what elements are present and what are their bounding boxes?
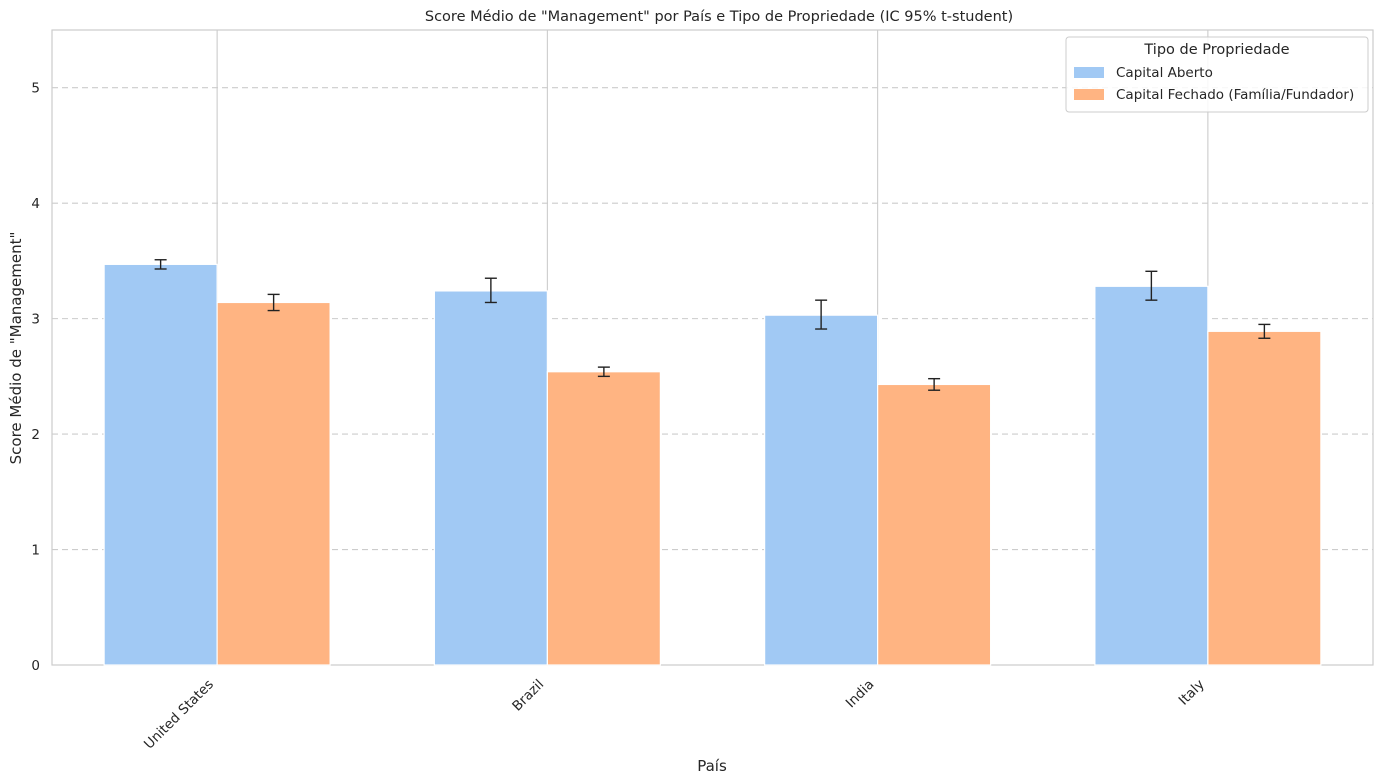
bar: [103, 263, 218, 666]
chart-title: Score Médio de "Management" por País e T…: [425, 9, 1013, 25]
bar: [433, 290, 548, 666]
bar: [1094, 285, 1209, 666]
bar: [546, 371, 661, 666]
y-tick-label: 0: [31, 658, 40, 674]
bar: [1207, 330, 1322, 666]
bar: [216, 301, 331, 666]
y-tick-label: 5: [31, 81, 40, 97]
x-tick-label: India: [843, 677, 878, 712]
x-axis-ticks: United States Brazil India Italy: [141, 677, 1208, 753]
legend-box: [1065, 36, 1369, 113]
error-bars-layer: [154, 259, 1271, 391]
legend: Tipo de Propriedade Capital Aberto Capit…: [1065, 36, 1369, 113]
y-tick-label: 2: [31, 427, 40, 443]
legend-swatch-capital-aberto: [1074, 67, 1104, 78]
legend-label-capital-fechado: Capital Fechado (Família/Fundador): [1116, 87, 1354, 103]
bar: [877, 383, 992, 666]
legend-label-capital-aberto: Capital Aberto: [1116, 65, 1213, 81]
x-tick-label: United States: [141, 677, 217, 753]
legend-swatch-capital-fechado: [1074, 89, 1104, 100]
x-tick-label: Brazil: [509, 677, 547, 715]
y-tick-label: 3: [31, 312, 40, 328]
y-tick-label: 4: [31, 196, 40, 212]
y-axis-label: Score Médio de "Management": [7, 232, 25, 465]
y-tick-label: 1: [31, 543, 40, 559]
x-tick-label: Italy: [1176, 677, 1208, 709]
y-axis-ticks: 0 1 2 3 4 5: [31, 81, 40, 674]
x-axis-label: País: [697, 757, 727, 775]
bar: [764, 314, 879, 666]
bars-layer: [103, 263, 1322, 666]
legend-title: Tipo de Propriedade: [1143, 42, 1289, 58]
